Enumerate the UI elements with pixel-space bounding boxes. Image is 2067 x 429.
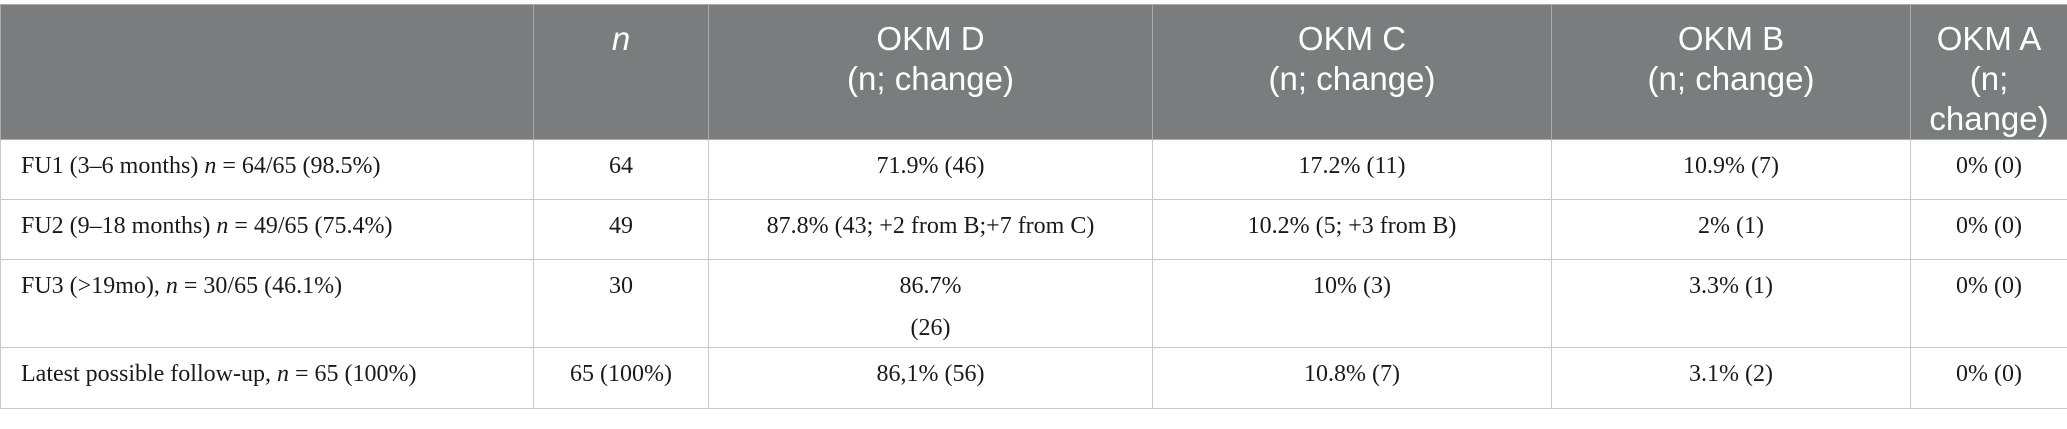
follow-up-table: n OKM D (n; change) OKM C (n; change) OK… (0, 4, 2067, 409)
header-okm-c-sub: (n; change) (1268, 60, 1436, 97)
cell-okm-a: 0% (0) (1910, 139, 2067, 200)
cell-n: 49 (533, 199, 709, 260)
cell-okm-c: 10% (3) (1152, 259, 1552, 348)
cell-okm-b: 10.9% (7) (1551, 139, 1911, 200)
header-okm-d-sub: (n; change) (847, 60, 1014, 97)
cell-okm-a: 0% (0) (1910, 347, 2067, 409)
cell-okm-d: 87.8% (43; +2 from B;+7 from C) (708, 199, 1153, 260)
header-okm-a-title: OKM A (1936, 20, 2042, 57)
cell-okm-d: 86,1% (56) (708, 347, 1153, 409)
cell-okm-d: 86.7% (26) (708, 259, 1153, 348)
cell-okm-c: 10.8% (7) (1152, 347, 1552, 409)
header-okm-b-sub: (n; change) (1647, 60, 1815, 97)
header-row: n OKM D (n; change) OKM C (n; change) OK… (0, 4, 2067, 140)
cell-okm-b: 3.3% (1) (1551, 259, 1911, 348)
cell-okm-a: 0% (0) (1910, 199, 2067, 260)
header-okm-a: OKM A (n; change) (1910, 4, 2067, 140)
header-okm-d-title: OKM D (876, 20, 985, 57)
cell-okm-d-count: (26) (910, 315, 951, 341)
cell-okm-b: 2% (1) (1551, 199, 1911, 260)
table-row: FU3 (>19mo), n = 30/65 (46.1%) 30 86.7% (… (0, 259, 2067, 348)
cell-okm-b: 3.1% (2) (1551, 347, 1911, 409)
cell-okm-c: 10.2% (5; +3 from B) (1152, 199, 1552, 260)
row-label: FU1 (3–6 months) n = 64/65 (98.5%) (0, 139, 534, 200)
table-row: FU2 (9–18 months) n = 49/65 (75.4%) 49 8… (0, 199, 2067, 260)
cell-okm-c: 17.2% (11) (1152, 139, 1552, 200)
row-label: FU3 (>19mo), n = 30/65 (46.1%) (0, 259, 534, 348)
header-okm-c: OKM C (n; change) (1152, 4, 1552, 140)
header-okm-b: OKM B (n; change) (1551, 4, 1911, 140)
header-okm-c-title: OKM C (1297, 20, 1407, 57)
cell-n: 30 (533, 259, 709, 348)
cell-okm-d-value: 86.7% (899, 273, 962, 299)
cell-okm-d: 71.9% (46) (708, 139, 1153, 200)
header-empty-cell (0, 4, 534, 140)
header-okm-b-title: OKM B (1677, 20, 1785, 57)
header-okm-d: OKM D (n; change) (708, 4, 1153, 140)
cell-n: 64 (533, 139, 709, 200)
table-row: FU1 (3–6 months) n = 64/65 (98.5%) 64 71… (0, 139, 2067, 200)
row-label: FU2 (9–18 months) n = 49/65 (75.4%) (0, 199, 534, 260)
header-okm-a-sub: (n; change) (1929, 60, 2049, 137)
table-row: Latest possible follow-up, n = 65 (100%)… (0, 347, 2067, 409)
cell-okm-a: 0% (0) (1910, 259, 2067, 348)
header-n: n (533, 4, 709, 140)
row-label: Latest possible follow-up, n = 65 (100%) (0, 347, 534, 409)
cell-n: 65 (100%) (533, 347, 709, 409)
